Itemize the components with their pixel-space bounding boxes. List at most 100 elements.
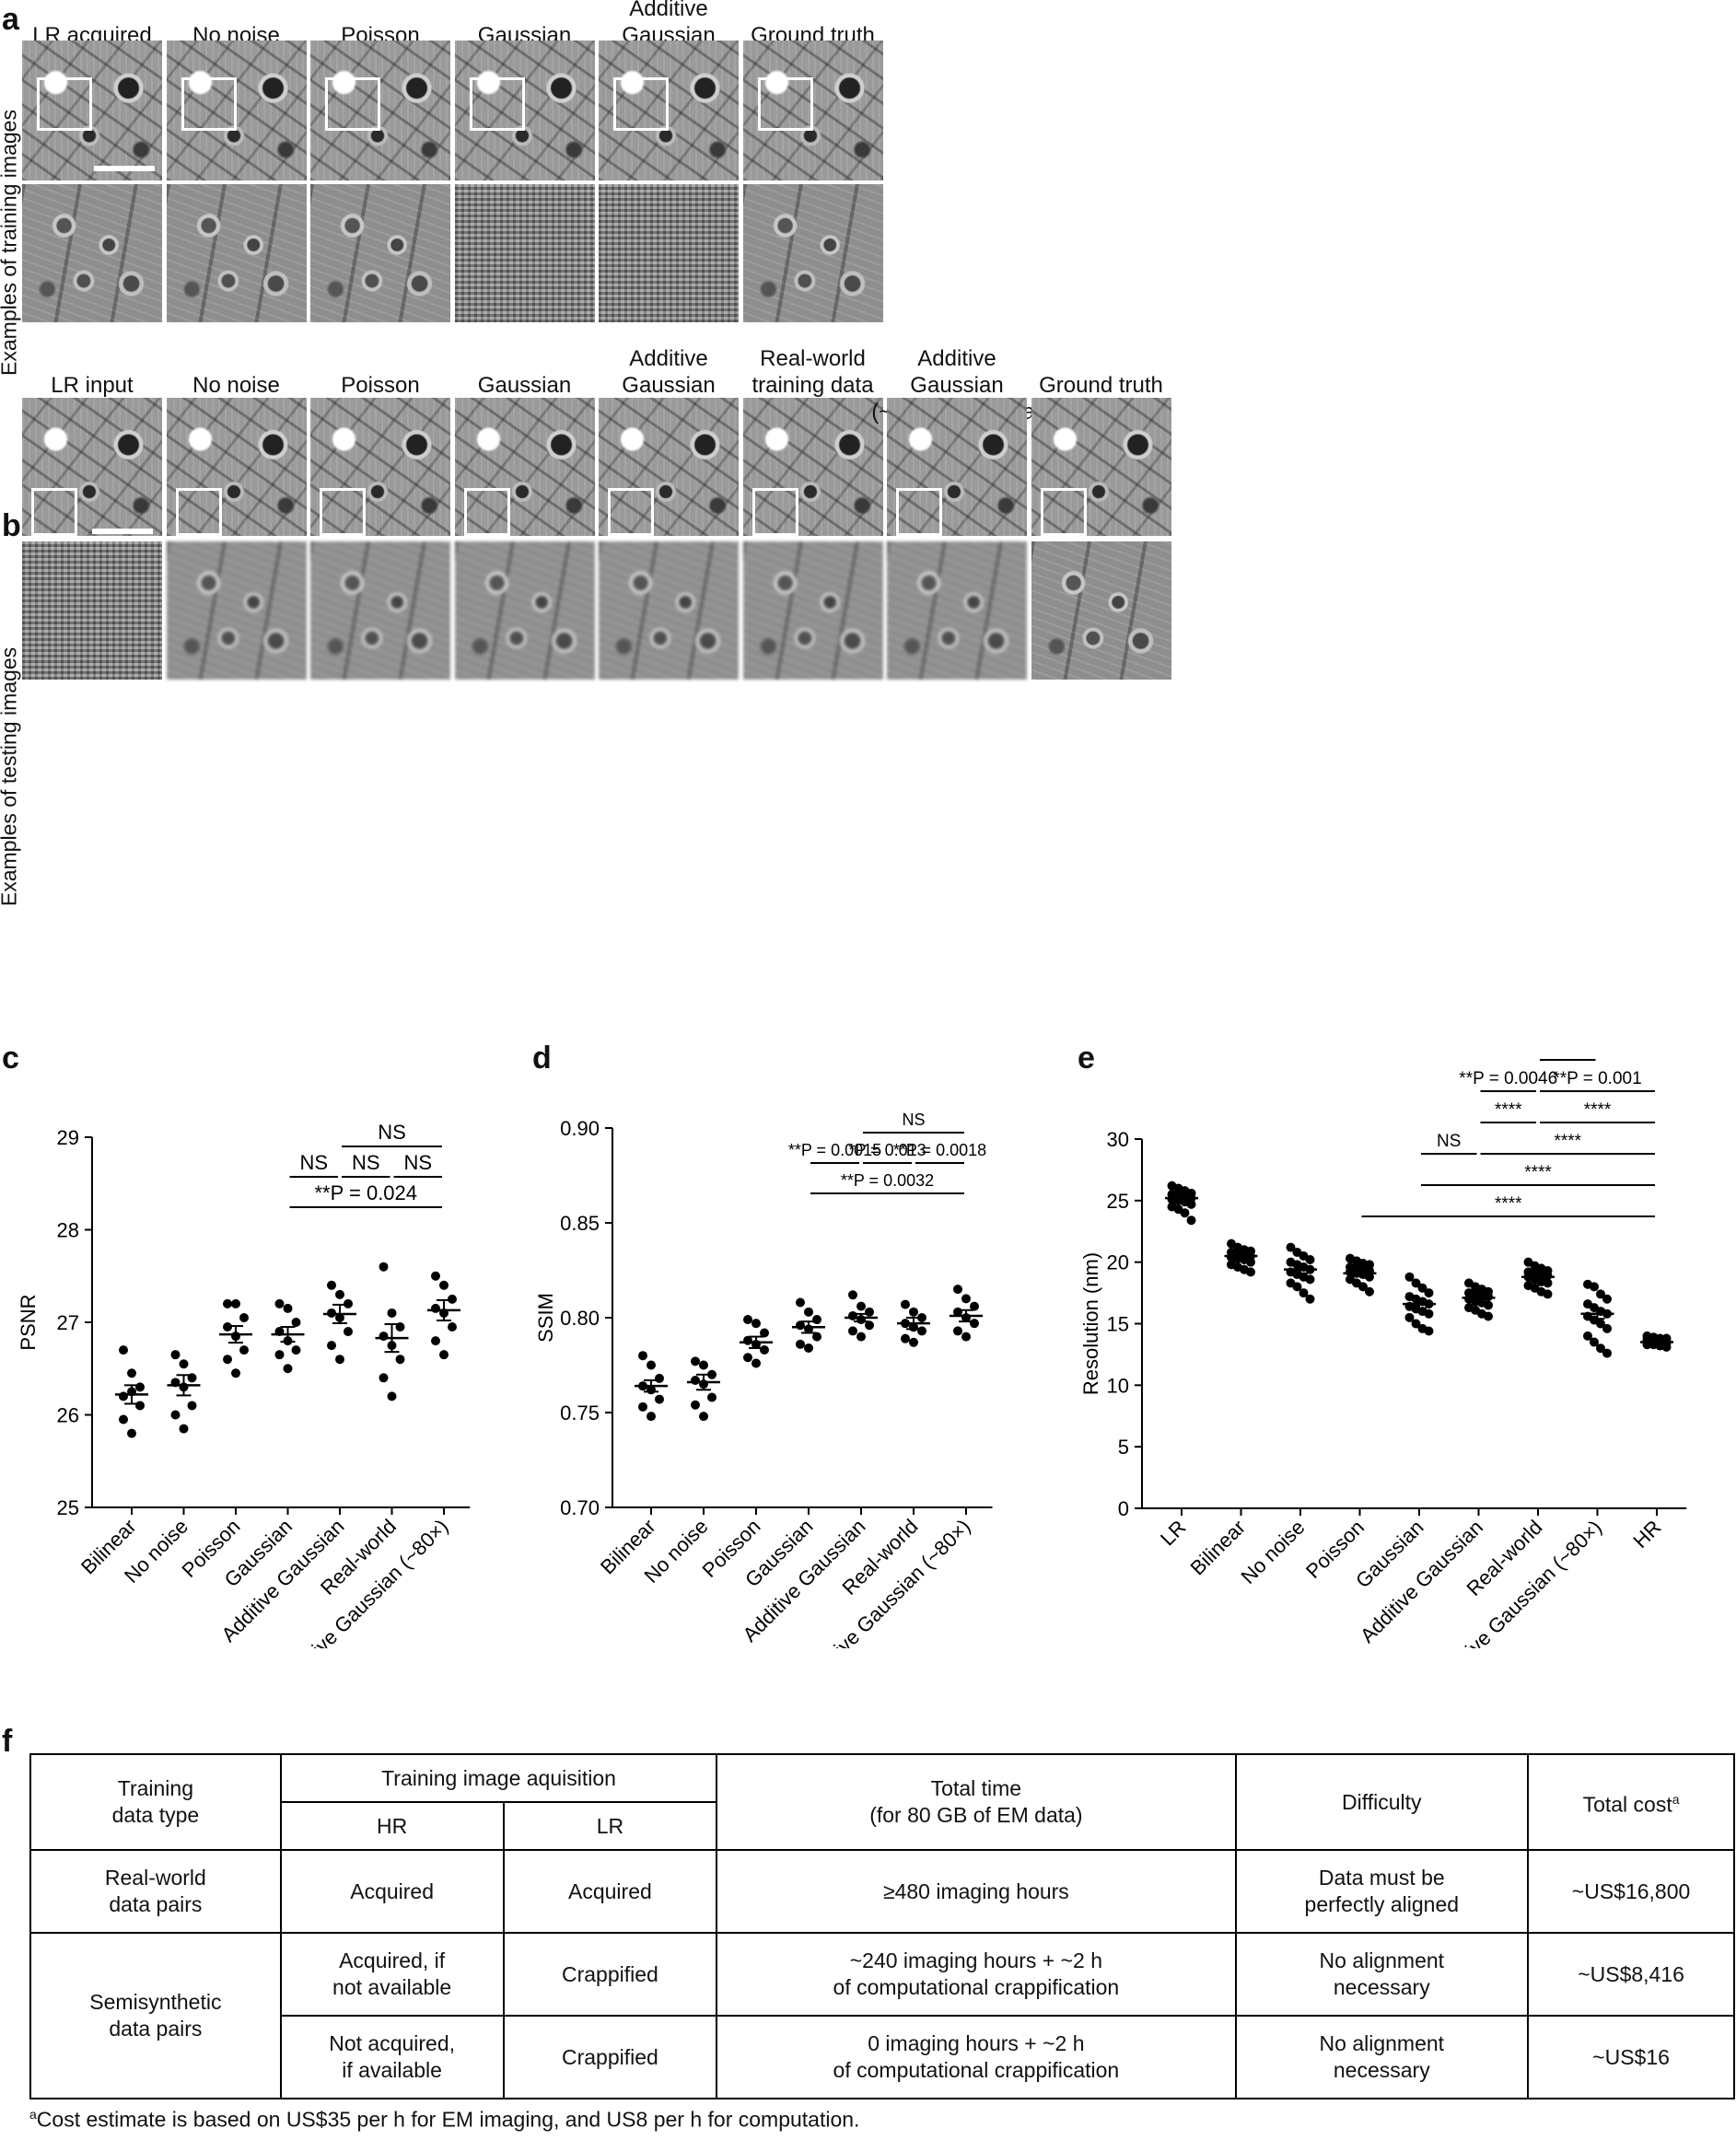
cell-difficulty: No alignment necessary bbox=[1234, 1932, 1530, 2017]
data-point bbox=[344, 1298, 353, 1308]
data-point bbox=[274, 1298, 285, 1308]
data-point bbox=[1286, 1242, 1296, 1252]
data-point bbox=[231, 1298, 240, 1308]
significance-label: **** bbox=[1495, 1194, 1522, 1214]
data-point bbox=[691, 1400, 700, 1410]
panel_a-zoomed-image bbox=[166, 184, 307, 322]
panel-d-letter: d bbox=[532, 1041, 552, 1076]
significance-label: NS bbox=[352, 1151, 380, 1174]
zoom-region-box bbox=[31, 488, 77, 536]
data-point bbox=[1404, 1272, 1415, 1282]
data-point bbox=[379, 1332, 389, 1342]
significance-label: NS bbox=[403, 1151, 432, 1174]
y-tick-label: 0.80 bbox=[560, 1307, 600, 1330]
zoom-region-box bbox=[37, 77, 92, 131]
y-tick-label: 0.90 bbox=[560, 1117, 600, 1140]
data-point bbox=[431, 1271, 440, 1281]
data-point bbox=[127, 1368, 136, 1378]
data-point bbox=[760, 1345, 769, 1355]
panel_b-column-title: LR input bbox=[51, 373, 134, 398]
data-point bbox=[179, 1359, 189, 1369]
data-point bbox=[231, 1368, 240, 1378]
data-point bbox=[856, 1332, 866, 1342]
data-point bbox=[1596, 1319, 1605, 1329]
data-point bbox=[379, 1262, 389, 1272]
table-row-semisynthetic-a: Semisynthetic data pairs Acquired, if no… bbox=[29, 1932, 1735, 2099]
data-point bbox=[1365, 1272, 1374, 1282]
data-point bbox=[1417, 1283, 1427, 1293]
data-point bbox=[848, 1310, 857, 1320]
significance-label: NS bbox=[299, 1151, 328, 1174]
y-tick-label: 0.70 bbox=[560, 1496, 600, 1519]
data-point bbox=[1484, 1311, 1493, 1321]
y-tick-label: 29 bbox=[57, 1126, 79, 1149]
header-lr: LR bbox=[502, 1801, 718, 1851]
table-row-semisynthetic-b: Not acquired, if available Crappified 0 … bbox=[30, 2015, 1735, 2099]
cell-time: 0 imaging hours + ~2 h of computational … bbox=[716, 2015, 1237, 2099]
significance-label: NS bbox=[1437, 1132, 1461, 1151]
panel_b-overview-image bbox=[742, 398, 883, 536]
data-point bbox=[812, 1315, 821, 1325]
data-point bbox=[760, 1328, 769, 1338]
cell-type: Semisynthetic data pairs bbox=[29, 1932, 282, 2099]
data-point bbox=[119, 1345, 128, 1355]
header-acquisition: Training image aquisition bbox=[279, 1753, 718, 1803]
panel_b-overview-image bbox=[599, 398, 739, 536]
data-point bbox=[1292, 1282, 1302, 1292]
data-point bbox=[387, 1308, 397, 1318]
panel_b-zoomed-image bbox=[887, 541, 1027, 680]
cell-difficulty: Data must be perfectly aligned bbox=[1234, 1849, 1530, 1934]
data-point bbox=[431, 1303, 440, 1313]
panel_a-overview-image bbox=[166, 41, 307, 180]
data-point bbox=[707, 1392, 717, 1402]
data-point bbox=[812, 1332, 821, 1342]
data-point bbox=[707, 1369, 717, 1379]
data-point bbox=[283, 1364, 293, 1374]
panel-b-side-label: Examples of testing images bbox=[0, 646, 21, 907]
significance-label: **** bbox=[1495, 1100, 1522, 1120]
cell-lr: Crappified bbox=[502, 1932, 718, 2017]
data-point bbox=[865, 1307, 874, 1317]
data-point bbox=[1424, 1288, 1434, 1298]
data-point bbox=[743, 1353, 752, 1363]
y-tick-label: 15 bbox=[1107, 1313, 1129, 1336]
data-point bbox=[638, 1351, 647, 1361]
data-point bbox=[274, 1350, 285, 1360]
data-point bbox=[1596, 1289, 1605, 1299]
panel_b-column-title: Gaussian bbox=[477, 373, 572, 398]
data-point bbox=[953, 1285, 962, 1295]
data-point bbox=[1583, 1331, 1592, 1341]
data-point bbox=[283, 1303, 293, 1313]
data-point bbox=[699, 1360, 708, 1370]
data-point bbox=[379, 1373, 389, 1383]
significance-label: **P = 0.024 bbox=[314, 1181, 417, 1204]
zoom-region-box bbox=[325, 77, 380, 131]
x-tick-label: No noise bbox=[1236, 1516, 1309, 1588]
y-axis-label: Resolution (nm) bbox=[1079, 1252, 1102, 1395]
data-point bbox=[961, 1294, 971, 1304]
y-tick-label: 0 bbox=[1118, 1497, 1129, 1520]
cell-hr: Acquired bbox=[279, 1849, 505, 1934]
data-point bbox=[291, 1345, 301, 1355]
panel_b-zoomed-image bbox=[1031, 541, 1171, 680]
data-point bbox=[448, 1322, 457, 1332]
data-point bbox=[327, 1341, 336, 1351]
data-point bbox=[647, 1412, 656, 1422]
panel-a-side-label: Examples of training images bbox=[0, 110, 21, 376]
data-point bbox=[1186, 1199, 1196, 1209]
data-point bbox=[1661, 1342, 1672, 1352]
panel_b-zoomed-image bbox=[454, 541, 595, 680]
data-point bbox=[970, 1319, 979, 1329]
data-point bbox=[804, 1307, 813, 1317]
panel_b-overview-image bbox=[887, 398, 1027, 536]
data-point bbox=[751, 1358, 761, 1368]
y-tick-label: 26 bbox=[57, 1404, 79, 1427]
panel_b-zoomed-image bbox=[742, 541, 883, 680]
zoom-region-box bbox=[320, 488, 366, 536]
panel_b-column-title: No noise bbox=[192, 373, 280, 398]
y-tick-label: 28 bbox=[57, 1219, 79, 1242]
x-tick-label: HR bbox=[1628, 1516, 1665, 1553]
data-point bbox=[1180, 1208, 1190, 1218]
zoom-region-box bbox=[175, 488, 222, 536]
